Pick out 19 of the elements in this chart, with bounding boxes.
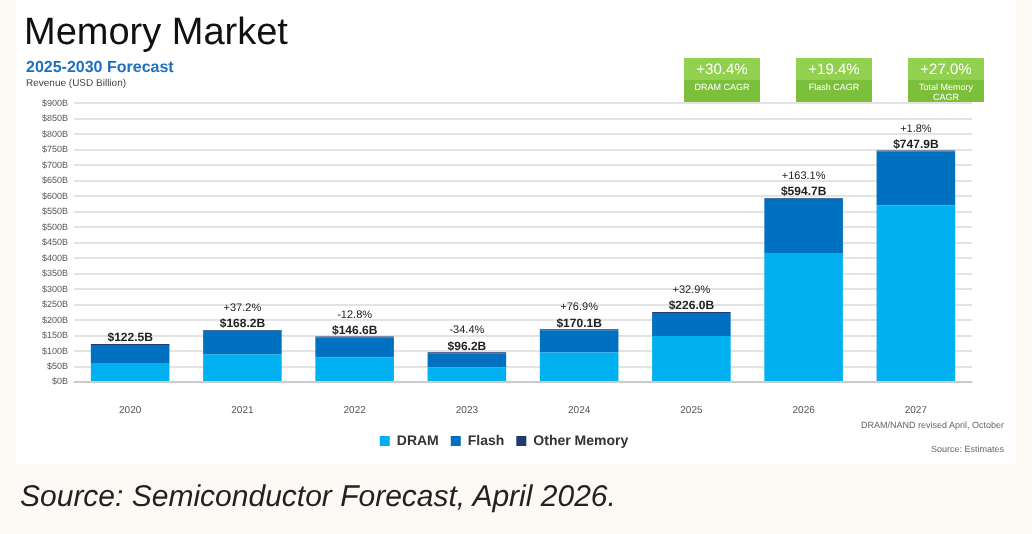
bar bbox=[90, 363, 170, 381]
bar bbox=[90, 345, 170, 364]
bar bbox=[427, 367, 507, 381]
chart-title: Memory Market bbox=[24, 12, 288, 56]
source-note: Source: Semiconductor Forecast, April 2026. bbox=[20, 480, 616, 514]
bar bbox=[203, 354, 282, 381]
bar bbox=[315, 357, 394, 381]
bar bbox=[652, 335, 731, 381]
bar bbox=[427, 353, 507, 368]
bar bbox=[315, 337, 394, 358]
bar bbox=[652, 312, 731, 336]
bar bbox=[764, 252, 843, 381]
bar bbox=[539, 352, 619, 381]
bar bbox=[876, 205, 956, 381]
chart-subtitle: 2025-2030 Forecast bbox=[26, 58, 174, 76]
bar bbox=[203, 330, 282, 355]
bar bbox=[876, 151, 956, 206]
bar bbox=[764, 198, 843, 253]
bar bbox=[539, 330, 619, 353]
